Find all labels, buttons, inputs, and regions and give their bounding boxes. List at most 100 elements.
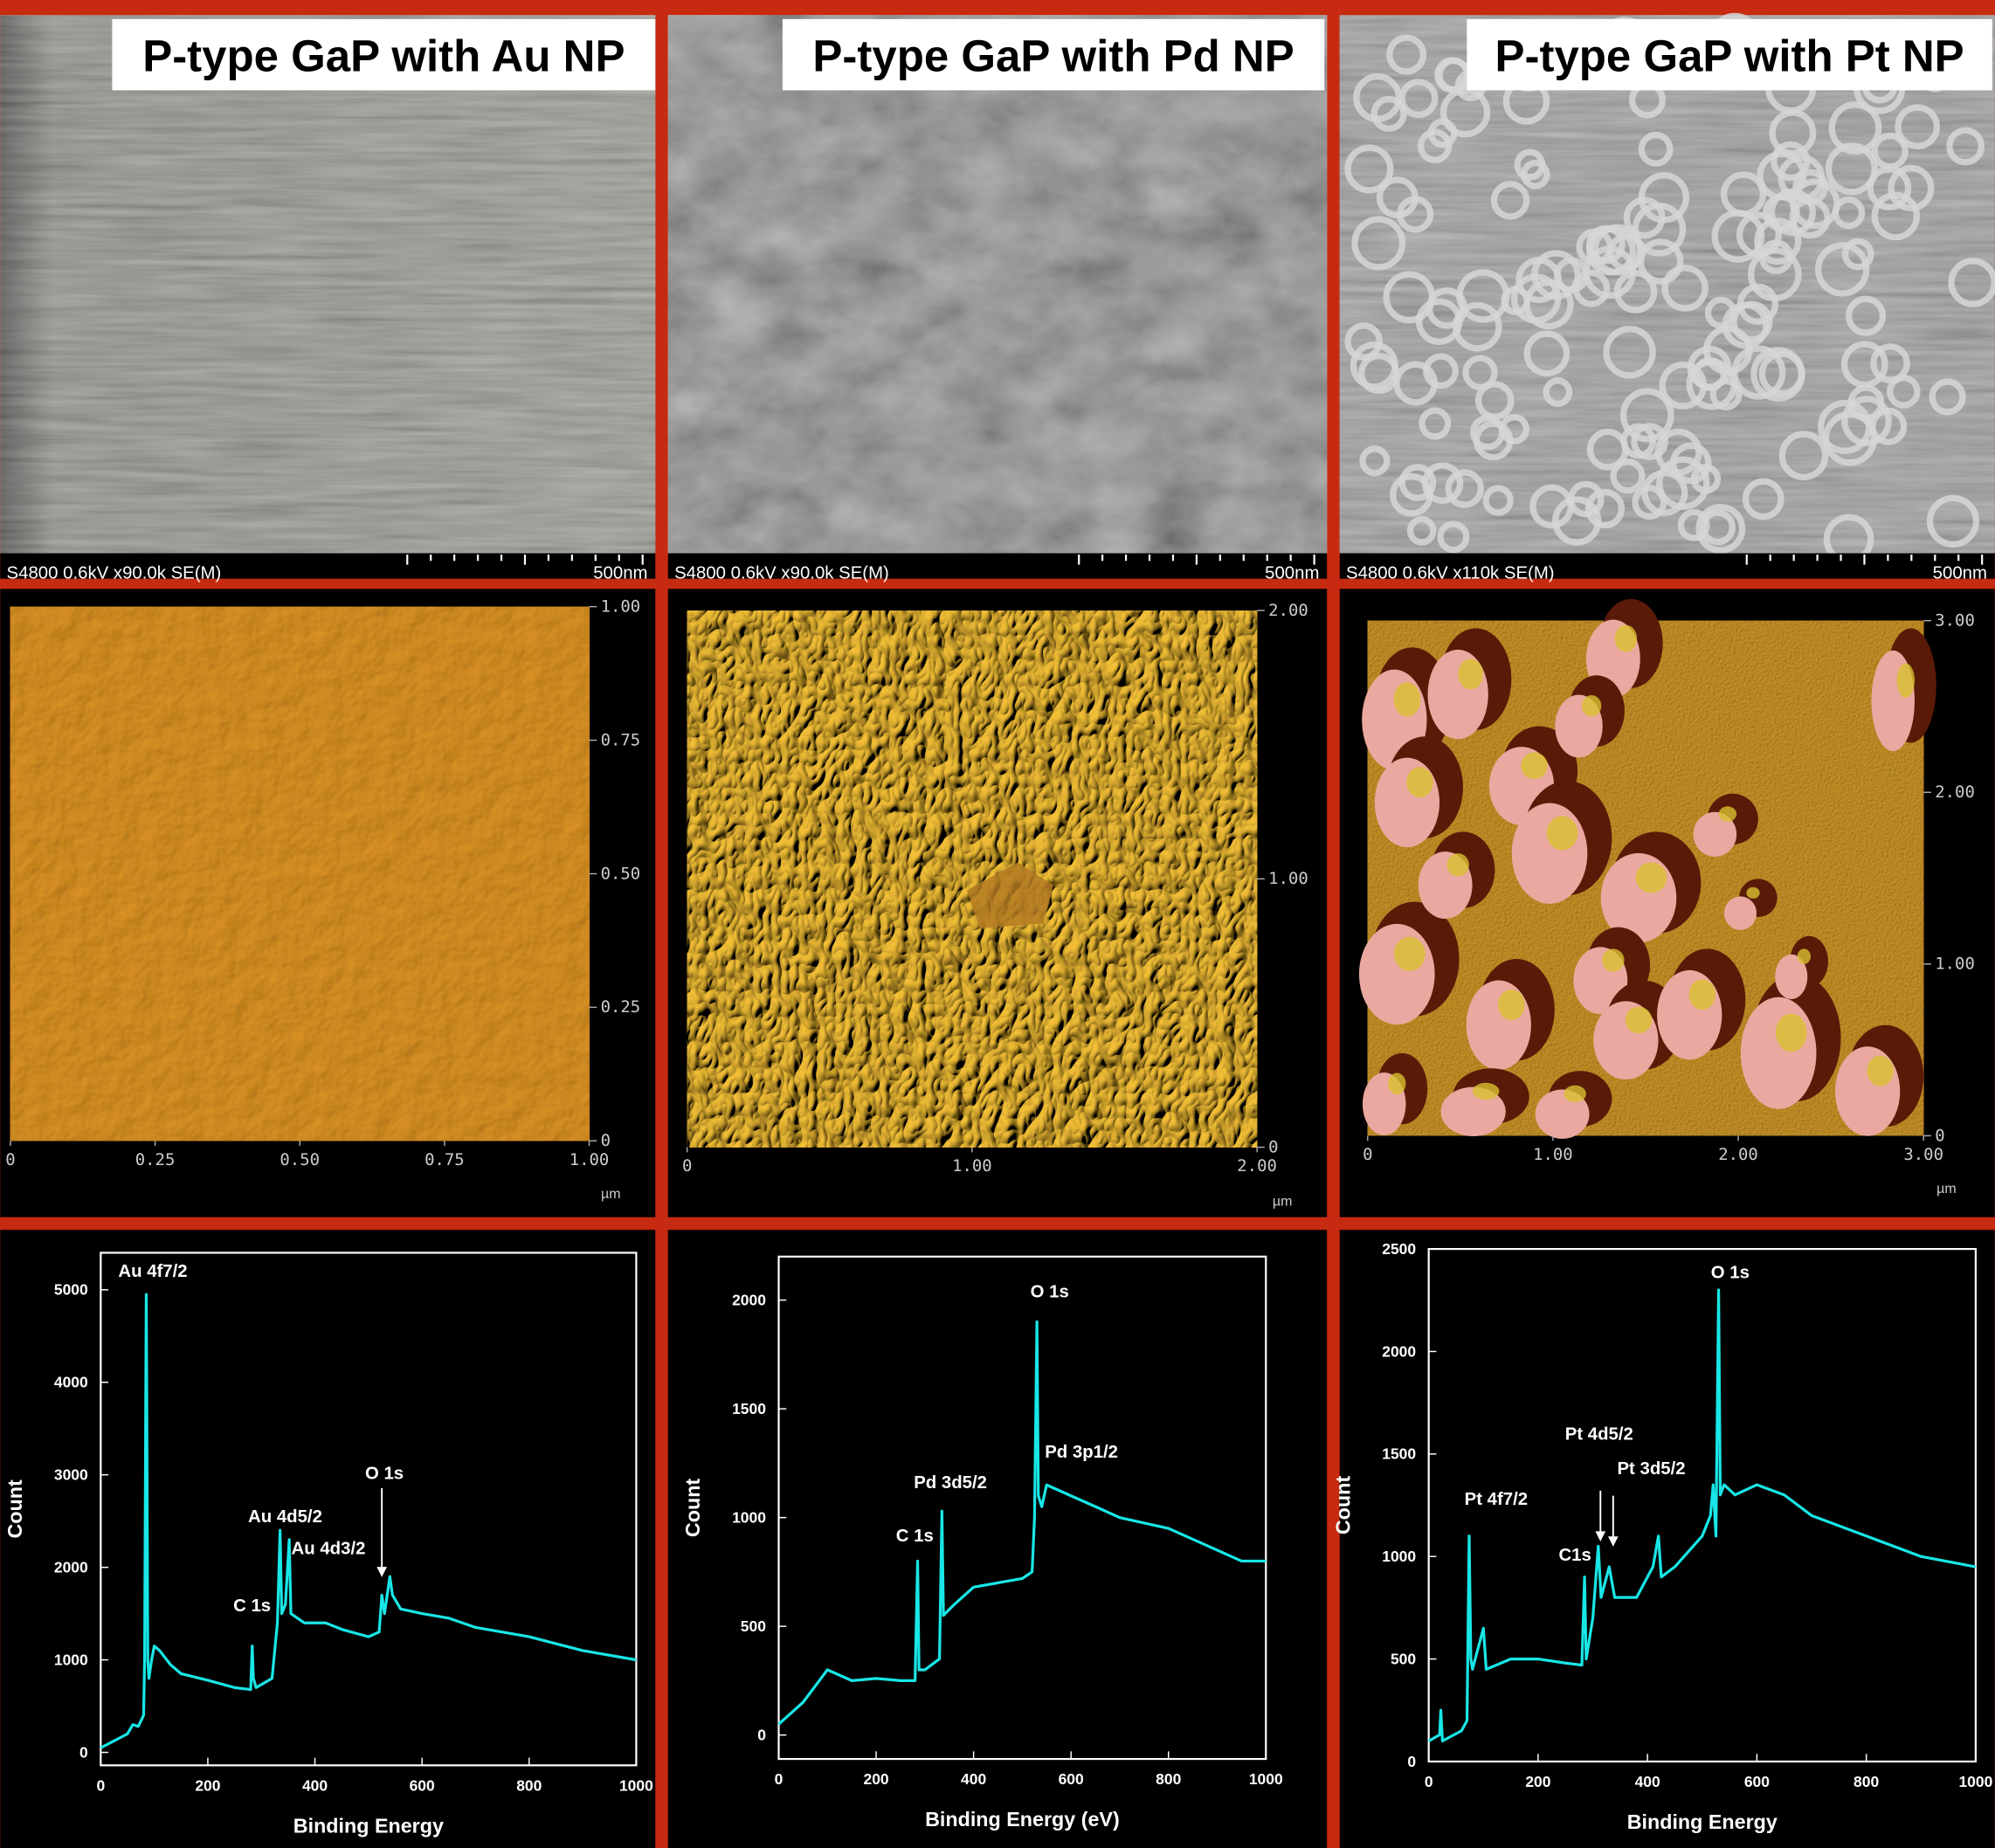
peak-label: C1s bbox=[1558, 1546, 1591, 1565]
y-tick-label: 3000 bbox=[54, 1466, 88, 1484]
x-tick-label: 1000 bbox=[619, 1776, 653, 1794]
y-tick-label: 1500 bbox=[1382, 1445, 1416, 1463]
x-tick-label: 400 bbox=[302, 1776, 328, 1794]
y-tick-label: 4000 bbox=[54, 1374, 88, 1391]
afm-y-tick-label: 2.00 bbox=[1935, 783, 1975, 802]
peak-label: C 1s bbox=[896, 1527, 934, 1546]
xps-panel-bg bbox=[668, 1230, 1327, 1848]
y-tick-label: 1500 bbox=[732, 1400, 766, 1417]
afm-x-tick-label: 0.25 bbox=[135, 1150, 176, 1169]
peak-label: Pd 3d5/2 bbox=[914, 1473, 987, 1493]
sem-scale-label: 500nm bbox=[593, 564, 647, 583]
peak-label: O 1s bbox=[1031, 1282, 1069, 1301]
afm-particle-highlight bbox=[1446, 853, 1468, 876]
afm-particle bbox=[1741, 997, 1817, 1109]
y-tick-label: 5000 bbox=[54, 1281, 88, 1299]
afm-image bbox=[687, 610, 1257, 1148]
afm-particle-highlight bbox=[1498, 990, 1525, 1020]
peak-label: C 1s bbox=[233, 1596, 271, 1616]
afm-particle-highlight bbox=[1626, 1007, 1653, 1034]
y-tick-label: 2000 bbox=[54, 1558, 88, 1576]
afm-y-tick-label: 0 bbox=[601, 1131, 611, 1150]
xps-panel-bg bbox=[1340, 1230, 1995, 1848]
afm-unit: µm bbox=[1273, 1195, 1293, 1210]
peak-label: Au 4d5/2 bbox=[248, 1507, 322, 1527]
afm-particle-highlight bbox=[1776, 1014, 1807, 1052]
x-axis-label: Binding Energy (eV) bbox=[925, 1808, 1120, 1831]
sem-footer: S4800 0.6kV x90.0k SE(M) bbox=[7, 564, 222, 583]
x-tick-label: 200 bbox=[195, 1776, 220, 1794]
peak-label: Pt 4f7/2 bbox=[1465, 1490, 1528, 1509]
sem-texture bbox=[0, 15, 655, 553]
afm-image bbox=[10, 607, 590, 1141]
sem-title: P-type GaP with Pd NP bbox=[812, 31, 1294, 81]
afm-particle bbox=[1724, 896, 1757, 929]
x-tick-label: 600 bbox=[1744, 1773, 1770, 1790]
y-tick-label: 500 bbox=[741, 1617, 766, 1635]
x-tick-label: 0 bbox=[96, 1776, 105, 1794]
peak-label: Pt 4d5/2 bbox=[1565, 1425, 1633, 1445]
afm-y-tick-label: 2.00 bbox=[1268, 601, 1308, 620]
x-tick-label: 600 bbox=[410, 1776, 435, 1794]
afm-x-tick-label: 3.00 bbox=[1903, 1145, 1943, 1164]
afm-unit: µm bbox=[601, 1187, 621, 1202]
sem-footer: S4800 0.6kV x110k SE(M) bbox=[1346, 564, 1555, 583]
y-tick-label: 500 bbox=[1391, 1650, 1416, 1667]
sem-footer: S4800 0.6kV x90.0k SE(M) bbox=[674, 564, 889, 583]
afm-particle bbox=[1835, 1046, 1900, 1136]
afm-y-tick-label: 0.75 bbox=[601, 730, 641, 749]
peak-label: Au 4f7/2 bbox=[118, 1262, 187, 1281]
afm-particle-highlight bbox=[1388, 1073, 1405, 1094]
y-axis-label: Count bbox=[681, 1479, 704, 1538]
peak-label: Pt 3d5/2 bbox=[1617, 1459, 1685, 1479]
afm-particle-highlight bbox=[1406, 767, 1433, 797]
afm-particle-highlight bbox=[1521, 752, 1548, 779]
y-axis-label: Count bbox=[1331, 1476, 1354, 1535]
x-tick-label: 600 bbox=[1059, 1770, 1084, 1788]
peak-label: O 1s bbox=[1711, 1264, 1750, 1283]
y-tick-label: 0 bbox=[1407, 1753, 1416, 1770]
afm-particle-highlight bbox=[1746, 887, 1759, 899]
x-axis-label: Binding Energy bbox=[293, 1815, 444, 1838]
afm-particle-highlight bbox=[1688, 979, 1715, 1010]
y-tick-label: 1000 bbox=[732, 1508, 766, 1526]
peak-label: Pd 3p1/2 bbox=[1045, 1443, 1118, 1462]
sem-title: P-type GaP with Pt NP bbox=[1495, 31, 1964, 81]
afm-x-tick-label: 0 bbox=[5, 1150, 15, 1169]
sem-scale-label: 500nm bbox=[1265, 564, 1319, 583]
afm-x-tick-label: 1.00 bbox=[570, 1150, 610, 1169]
x-tick-label: 200 bbox=[863, 1770, 888, 1788]
afm-y-tick-label: 3.00 bbox=[1935, 610, 1975, 630]
figure: S4800 0.6kV x90.0k SE(M) 500nm P-type GaP … bbox=[0, 0, 1995, 1848]
afm-particle-highlight bbox=[1582, 695, 1601, 716]
x-tick-label: 800 bbox=[516, 1776, 542, 1794]
peak-label: O 1s bbox=[365, 1465, 404, 1484]
x-tick-label: 200 bbox=[1525, 1773, 1550, 1790]
y-tick-label: 2000 bbox=[732, 1291, 766, 1308]
x-axis-label: Binding Energy bbox=[1627, 1810, 1778, 1833]
y-tick-label: 1000 bbox=[1382, 1548, 1416, 1565]
y-tick-label: 2000 bbox=[1382, 1342, 1416, 1360]
sem-title: P-type GaP with Au NP bbox=[142, 31, 625, 81]
afm-particle-highlight bbox=[1867, 1056, 1894, 1086]
afm-particle-highlight bbox=[1394, 682, 1421, 716]
afm-y-tick-label: 1.00 bbox=[1935, 955, 1975, 974]
x-tick-label: 400 bbox=[961, 1770, 986, 1788]
y-tick-label: 2500 bbox=[1382, 1240, 1416, 1258]
afm-particle bbox=[1512, 803, 1588, 904]
afm-particle bbox=[1359, 924, 1435, 1024]
afm-y-tick-label: 0 bbox=[1935, 1126, 1944, 1145]
afm-particle-highlight bbox=[1458, 659, 1483, 689]
y-tick-label: 1000 bbox=[54, 1651, 88, 1668]
y-tick-label: 0 bbox=[79, 1743, 88, 1761]
sem-scale-label: 500nm bbox=[1933, 564, 1987, 583]
afm-particle bbox=[1657, 970, 1722, 1060]
afm-y-tick-label: 1.00 bbox=[1268, 869, 1308, 888]
y-axis-label: Count bbox=[3, 1479, 26, 1539]
x-tick-label: 1000 bbox=[1958, 1773, 1992, 1790]
x-tick-label: 0 bbox=[1425, 1773, 1433, 1790]
afm-particle-highlight bbox=[1897, 663, 1915, 697]
afm-particle-highlight bbox=[1564, 1086, 1585, 1102]
afm-y-tick-label: 0 bbox=[1268, 1137, 1278, 1156]
afm-particle-highlight bbox=[1636, 862, 1667, 893]
